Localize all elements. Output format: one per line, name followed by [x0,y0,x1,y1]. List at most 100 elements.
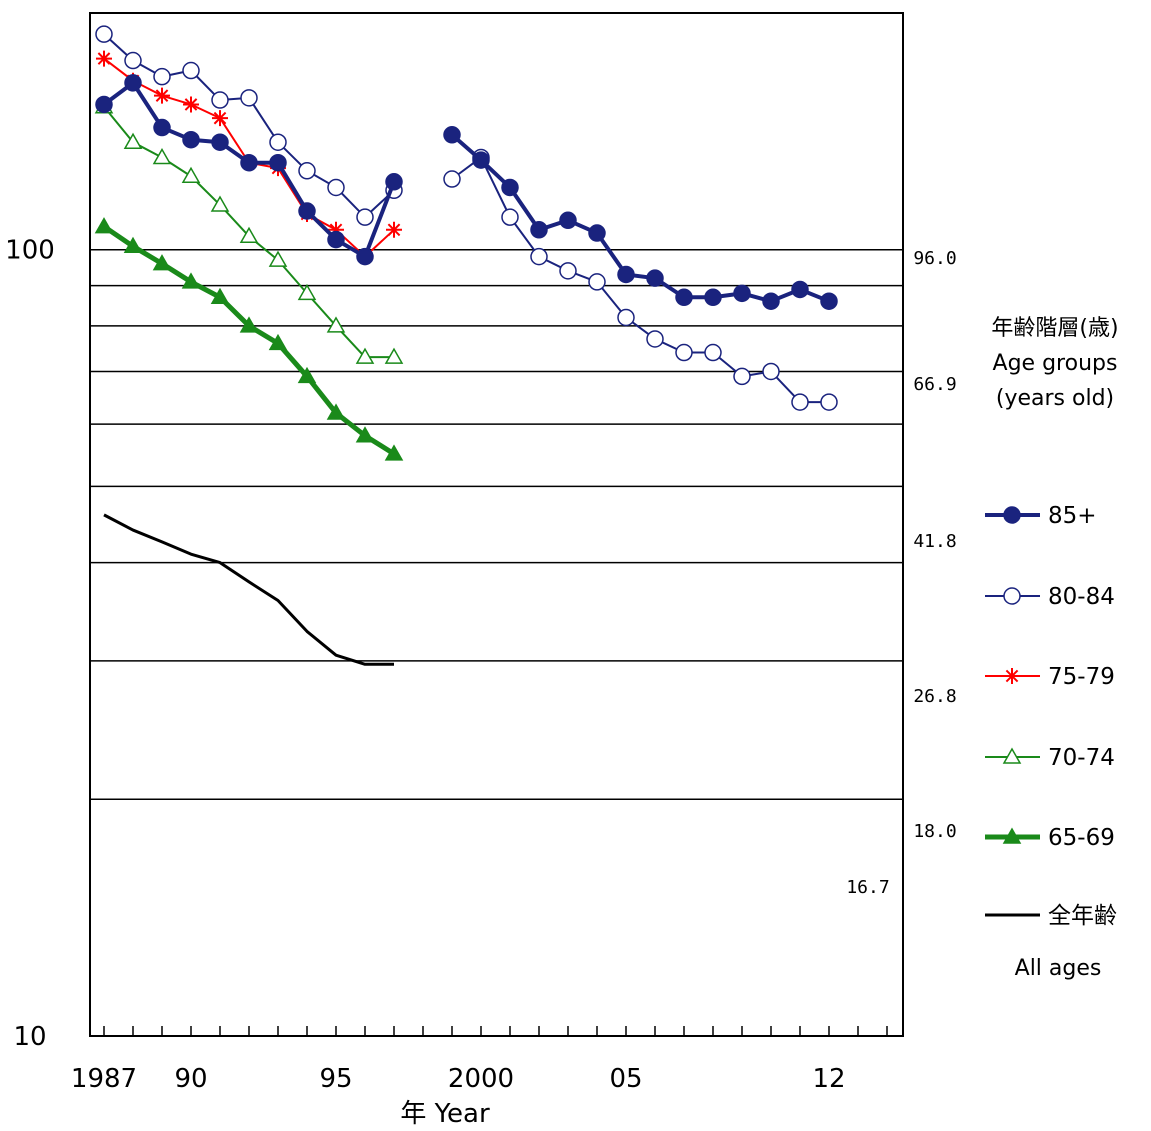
data-point [297,366,317,384]
data-point [239,316,259,333]
data-point [269,133,287,151]
data-point [385,173,403,191]
data-point [153,67,171,86]
data-point [646,330,664,348]
data-point [762,362,780,381]
data-point [152,147,172,165]
legend: 年齢階層(歳) Age groups (years old) 85+ 80-84 7… [985,316,1119,981]
data-point [617,265,635,284]
data-point [762,292,780,310]
data-point [328,221,344,238]
data-point [472,151,490,169]
data-point [355,426,375,443]
series-85+ [95,74,838,310]
series-layer [94,25,838,666]
data-point [1003,506,1021,524]
end-value-label: 18.0 [913,821,956,842]
data-point [182,130,200,149]
data-point [240,153,258,172]
end-value-label: 26.8 [913,686,956,707]
end-value-label: 66.9 [913,374,956,395]
data-point [530,221,548,239]
data-point [326,316,346,333]
x-ticks: 1987 90 95 2000 05 12 [71,1026,888,1094]
data-point [530,247,548,266]
data-point [181,166,201,183]
legend-item: 80-84 [985,584,1115,610]
data-point [181,272,201,289]
data-point [675,343,693,362]
data-point [210,195,230,212]
series-line [103,33,395,219]
end-value-label: 41.8 [913,531,956,552]
gridlines [90,248,903,801]
data-point [298,162,316,180]
legend-label: 全年齢 [1048,903,1117,929]
data-point [501,178,519,197]
data-point [123,132,143,149]
data-point [153,118,171,137]
x-axis-label: 年 Year [400,1099,490,1129]
data-point [95,25,113,43]
x-tick-label: 90 [174,1064,207,1094]
data-point [326,403,346,420]
data-point [123,236,143,254]
data-point [268,333,288,351]
data-point [327,178,345,197]
data-point [211,91,229,109]
data-point [152,254,172,271]
data-point [1003,587,1021,605]
data-point [239,226,259,244]
data-point [588,273,606,291]
data-point [268,250,288,267]
end-value-label: 16.7 [846,877,889,898]
data-point [704,343,722,362]
data-point [94,217,114,234]
legend-title-en: Age groups [993,351,1118,376]
data-point [95,95,113,114]
data-point [124,51,142,70]
data-point [791,393,809,411]
x-tick-label: 95 [319,1064,352,1094]
x-tick-label: 1987 [71,1064,137,1094]
data-point [443,126,461,144]
data-point [1004,668,1020,684]
legend-item: 全年齢 [985,903,1117,929]
data-point [384,347,404,364]
data-point [820,393,838,411]
data-point [1002,827,1022,844]
data-point [791,280,809,299]
data-point [443,170,461,188]
data-point [675,288,693,307]
series-全年齢 [103,513,394,666]
series-70-74 [94,97,404,364]
legend-title-en2: (years old) [996,386,1114,411]
data-point [704,288,722,307]
series-line [103,513,394,666]
end-labels: 96.0 66.9 41.8 26.8 18.0 16.7 [846,248,956,898]
data-point [356,208,374,226]
data-point [297,283,317,301]
y-ticks: 100 10 [5,236,55,1052]
legend-label: 80-84 [1048,584,1115,610]
legend-item: 70-74 [985,745,1115,771]
legend-label: 75-79 [1048,664,1115,690]
data-point [124,74,142,92]
data-point [96,50,112,67]
data-point [1002,747,1022,764]
legend-item: 65-69 [985,825,1115,851]
end-value-label: 96.0 [913,248,956,269]
legend-item: 75-79 [985,664,1115,690]
data-point [386,221,402,238]
data-point [559,211,577,230]
data-point [298,202,316,220]
data-point [559,262,577,280]
data-point [588,224,606,242]
data-point [327,230,345,249]
x-tick-label: 2000 [448,1064,514,1094]
legend-item: 85+ [985,503,1097,529]
data-point [240,89,258,107]
data-point [210,287,230,305]
data-point [212,110,228,127]
